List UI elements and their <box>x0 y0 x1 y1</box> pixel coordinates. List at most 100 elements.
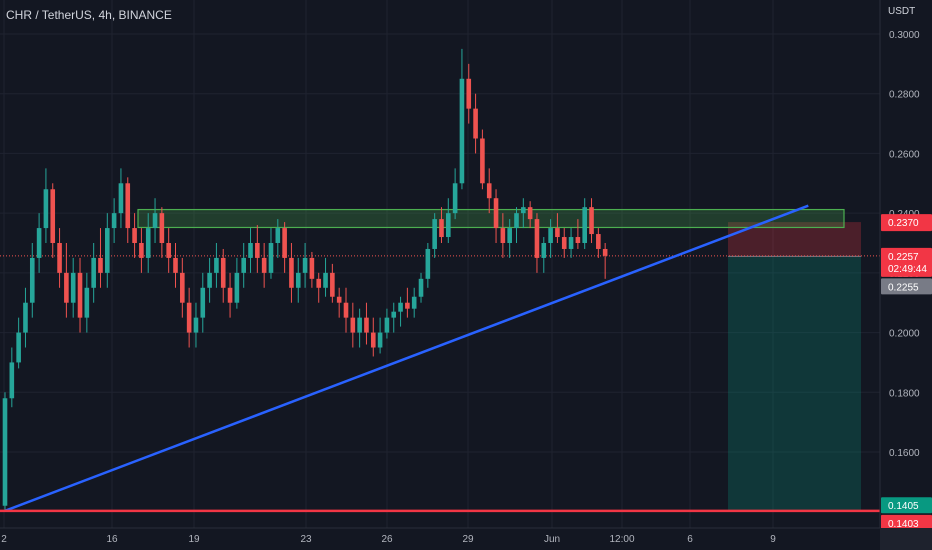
candle-body <box>282 228 287 258</box>
candle-body <box>145 228 151 258</box>
candle-body <box>425 248 431 279</box>
time-tick-label: 23 <box>300 534 312 545</box>
candle-body <box>289 257 294 288</box>
support-price-badge: 0.1403 <box>881 514 932 531</box>
candle-body <box>473 108 478 139</box>
candle-body <box>521 207 526 214</box>
candle-body <box>241 257 246 273</box>
candle-body <box>43 189 49 229</box>
position-price-badge-text: 0.2255 <box>888 282 919 293</box>
price-tick-label: 0.1800 <box>889 388 920 399</box>
stop-price-badge-bg <box>881 497 932 514</box>
candle-body <box>302 257 308 273</box>
candle-body <box>480 138 485 184</box>
target-price-badge-text: 0.2370 <box>888 218 919 229</box>
candle-body <box>132 228 137 243</box>
candle-body <box>357 317 362 333</box>
candle-body <box>548 228 553 243</box>
price-tick-label: 0.3000 <box>889 30 920 41</box>
candle-body <box>98 257 103 273</box>
ascending-trendline <box>4 204 809 512</box>
position-target-zone <box>728 256 861 511</box>
candle-body <box>309 257 315 279</box>
candle-body <box>555 228 560 238</box>
symbol-title[interactable]: CHR / TetherUS, 4h, BINANCE <box>6 8 172 22</box>
candle-body <box>193 317 199 333</box>
candle-body <box>111 213 117 229</box>
candle-body <box>364 317 369 333</box>
candle-body <box>173 257 178 273</box>
candle-body <box>255 243 260 258</box>
candle-body <box>125 183 131 229</box>
candle-body <box>534 219 540 258</box>
candle-body <box>439 219 444 238</box>
candle-body <box>159 213 165 243</box>
candle-body <box>500 228 506 243</box>
candle-body <box>398 302 403 312</box>
candle-body <box>2 398 8 506</box>
candle-body <box>207 272 212 288</box>
candle-body <box>139 243 144 258</box>
time-tick-label: 26 <box>381 534 393 545</box>
time-tick-label: Jun <box>544 534 560 545</box>
candle-body <box>36 228 42 258</box>
candle-body <box>493 198 499 229</box>
candle-body <box>452 183 458 214</box>
candle-body <box>602 248 608 256</box>
candle-body <box>370 332 376 348</box>
candles <box>2 48 608 511</box>
candle-body <box>275 228 281 243</box>
target-price-badge: 0.2370 <box>881 214 932 232</box>
candle-body <box>220 257 226 288</box>
currency-label: USDT <box>888 6 916 17</box>
candle-body <box>152 213 158 229</box>
candle-body <box>323 272 328 288</box>
candle-body <box>248 243 253 258</box>
candle-body <box>70 272 76 303</box>
last-price-badge-bg <box>881 247 932 277</box>
candle-body <box>446 213 451 238</box>
support-price-badge-bg <box>881 514 932 531</box>
candle-body <box>77 272 83 318</box>
candle-body <box>527 207 533 220</box>
candle-body <box>377 332 383 348</box>
price-tick-label: 0.2600 <box>889 149 920 160</box>
time-tick-label: 29 <box>462 534 474 545</box>
candle-body <box>514 213 519 229</box>
resistance-zone <box>137 208 845 229</box>
candle-body <box>507 228 512 243</box>
candle-body <box>57 243 62 273</box>
candle-body <box>118 183 124 214</box>
candle-body <box>268 243 274 273</box>
candle-body <box>582 207 587 243</box>
candle-body <box>432 219 437 249</box>
candle-body <box>316 278 322 288</box>
candle-body <box>486 183 492 199</box>
candle-body <box>50 189 56 243</box>
last-price-badge-text: 0.2257 <box>888 252 919 263</box>
scale-settings-corner[interactable] <box>880 528 932 550</box>
candle-body <box>23 302 28 333</box>
candle-body <box>405 302 410 309</box>
candle-body <box>16 332 21 363</box>
stop-price-badge: 0.1405 <box>881 497 932 514</box>
candle-body <box>180 272 185 303</box>
price-tick-label: 0.1600 <box>889 448 920 459</box>
candle-body <box>561 237 567 249</box>
candle-body <box>459 78 465 184</box>
candle-body <box>466 78 472 109</box>
candle-body <box>261 257 267 273</box>
candle-body <box>105 228 110 273</box>
time-tick-label: 12:00 <box>609 534 634 545</box>
candle-body <box>330 272 335 297</box>
candle-body <box>596 234 601 249</box>
candle-body <box>343 302 349 318</box>
candle-body <box>391 311 397 318</box>
candle-body <box>29 257 35 303</box>
candle-body <box>166 243 171 258</box>
candle-body <box>186 302 192 333</box>
price-tick-label: 0.2800 <box>889 90 920 101</box>
